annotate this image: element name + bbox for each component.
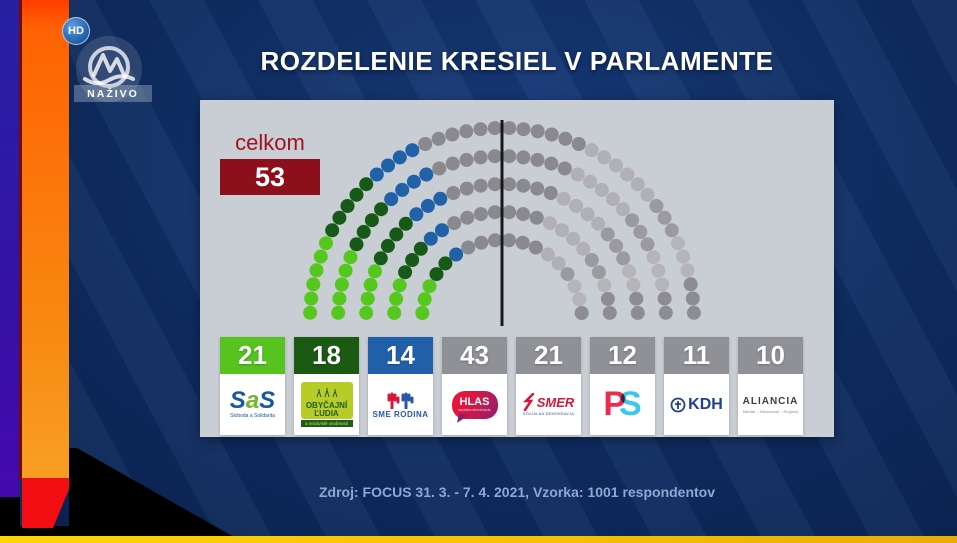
page-title: ROZDELENIE KRESIEL V PARLAMENTE (260, 46, 774, 76)
party-badge-smer: 21 SMER SOCIÁLNA DEMOKRACIA (516, 337, 581, 435)
hlas-logo: HLAS sociálna demokracia (442, 374, 507, 435)
source-note: Zdroj: FOCUS 31. 3. - 7. 4. 2021, Vzorka… (318, 484, 716, 500)
smerodina-logo: SME RODINA (368, 374, 433, 435)
ps-logo: P S (590, 374, 655, 435)
ps-logo-p: P (603, 385, 626, 423)
parliament-hemicycle-chart (303, 120, 701, 326)
side-stripe-orange (22, 0, 69, 479)
aliancia-logo-subtext: Maďari – Národnosti – Regióny (742, 408, 799, 414)
ps-logo-s: S (619, 385, 642, 423)
channel-logo (76, 36, 142, 102)
smer-lightning-icon (522, 393, 534, 411)
aliancia-logo: ALIANCIA Maďari – Národnosti – Regióny (738, 374, 803, 435)
hd-badge: HD (62, 17, 90, 45)
hlas-speech-bubble: HLAS sociálna demokracia (451, 390, 498, 419)
markiza-logo-icon (83, 46, 135, 88)
bottom-ticker-bar (0, 536, 957, 543)
sas-logo-a: a (245, 387, 260, 414)
smer-logo: SMER SOCIÁLNA DEMOKRACIA (516, 374, 581, 435)
sas-logo-text2: S (259, 387, 276, 414)
smer-logo-text: SMER (536, 394, 575, 410)
smer-logo-subtext: SOCIÁLNA DEMOKRACIA (522, 412, 575, 416)
side-stripe-indigo (0, 0, 19, 497)
party-badge-olano: 18 OBYČAJNÍ ĽUDIA a nezávislé osobnosti (294, 337, 359, 435)
kdh-cross-icon (670, 397, 686, 412)
kdh-logo: KDH (664, 374, 729, 435)
seat-count: 11 (664, 337, 729, 374)
seat-count: 21 (220, 337, 285, 374)
hlas-logo-subtext: sociálna demokracia (458, 408, 491, 412)
party-legend: 21 SaS Sloboda a Solidarita 18 OBYČAJNÍ … (220, 337, 803, 435)
olano-figures-icon (316, 388, 337, 398)
party-badge-aliancia: 10 ALIANCIA Maďari – Národnosti – Región… (738, 337, 803, 435)
seat-count: 14 (368, 337, 433, 374)
party-badge-kdh: 11 KDH (664, 337, 729, 435)
seat-count: 18 (294, 337, 359, 374)
seat-count: 12 (590, 337, 655, 374)
chart-panel: celkom 53 21 SaS Sloboda a Solidarita 18 (200, 100, 834, 437)
seat-count: 21 (516, 337, 581, 374)
olano-logo-box: OBYČAJNÍ ĽUDIA (300, 382, 353, 419)
live-badge: NAŽIVO (74, 85, 152, 102)
kdh-logo-text: KDH (688, 395, 723, 413)
seat-count: 43 (442, 337, 507, 374)
party-badge-ps: 12 P S (590, 337, 655, 435)
sas-logo-subtext: Sloboda a Solidarita (230, 413, 275, 419)
sas-logo: SaS Sloboda a Solidarita (220, 374, 285, 435)
hands-icon (387, 392, 413, 409)
olano-logo-subtext: a nezávislé osobnosti (300, 420, 353, 427)
party-badge-hlas: 43 HLAS sociálna demokracia (442, 337, 507, 435)
sas-logo-text: S (229, 387, 246, 414)
olano-logo-text: OBYČAJNÍ ĽUDIA (305, 401, 348, 418)
seat-count: 10 (738, 337, 803, 374)
olano-logo: OBYČAJNÍ ĽUDIA a nezávislé osobnosti (294, 374, 359, 435)
smerodina-logo-text: SME RODINA (372, 409, 429, 419)
background-corner (0, 526, 70, 537)
party-badge-sas: 21 SaS Sloboda a Solidarita (220, 337, 285, 435)
total-label: celkom (235, 130, 305, 155)
hlas-logo-text: HLAS (459, 396, 490, 408)
party-badge-smerodina: 14 SME RODINA (368, 337, 433, 435)
side-stripe-darkred (19, 0, 22, 480)
total-value-box: 53 (220, 159, 320, 195)
total-seats-callout: celkom 53 (220, 130, 320, 195)
aliancia-logo-text: ALIANCIA (742, 395, 799, 407)
